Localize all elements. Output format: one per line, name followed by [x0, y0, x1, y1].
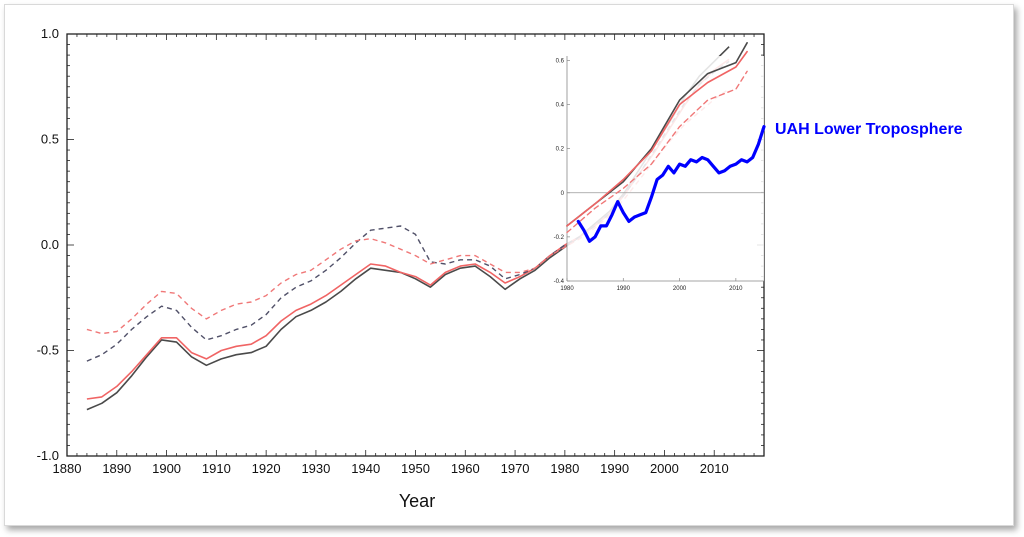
x-tick-label: 1960: [451, 461, 480, 476]
x-tick-label: 1920: [252, 461, 281, 476]
x-axis-title: Year: [399, 491, 435, 511]
main-series-dashed-red: [86, 88, 730, 335]
y-tick-label: -1.0: [37, 448, 59, 463]
inset-series-dashed-red: [566, 70, 748, 234]
y-tick-label: 1.0: [41, 26, 59, 41]
inset-x-tick-label: 1990: [617, 286, 631, 292]
x-tick-label: 1890: [102, 461, 131, 476]
x-tick-label: 1900: [152, 461, 181, 476]
x-tick-label: 2010: [700, 461, 729, 476]
x-tick-label: 1930: [301, 461, 330, 476]
y-tick-label: 0.0: [41, 237, 59, 252]
inset-y-tick-label: 0: [561, 191, 565, 197]
uah-series-label: UAH Lower Troposphere: [775, 121, 963, 138]
main-series-dashed-dark: [86, 60, 730, 362]
inset-y-tick-label: 0.6: [556, 58, 565, 64]
inset-y-tick-label: 0.4: [556, 103, 565, 109]
x-tick-label: 1990: [600, 461, 629, 476]
inset-x-tick-label: 2010: [729, 286, 743, 292]
x-tick-label: 1980: [550, 461, 579, 476]
x-tick-label: 1940: [351, 461, 380, 476]
inset-y-tick-label: 0.2: [556, 147, 565, 153]
x-tick-label: 1880: [53, 461, 82, 476]
x-tick-label: 1970: [501, 461, 530, 476]
inset-y-tick-label: -0.2: [554, 235, 565, 241]
inset-series-uah-blue: [576, 124, 766, 243]
inset-y-tick-label: -0.4: [554, 279, 565, 285]
y-tick-label: 0.5: [41, 132, 59, 147]
x-tick-label: 1950: [401, 461, 430, 476]
y-tick-label: -0.5: [37, 343, 59, 358]
chart-frame: [4, 4, 1014, 526]
main-plot: 1880 1890 1900 1910 1920 1930 1940 1950 1960 1970…: [37, 26, 765, 476]
x-tick-label: 2000: [650, 461, 679, 476]
inset-x-tick-label: 1980: [560, 286, 574, 292]
inset-x-tick-label: 2000: [673, 286, 687, 292]
inset-series-solid-red: [566, 50, 748, 227]
x-tick-label: 1910: [202, 461, 231, 476]
inset-plot: -0.4 -0.2 0 0.2 0.4 0.6 1980 1990 2000 2010: [554, 41, 766, 292]
